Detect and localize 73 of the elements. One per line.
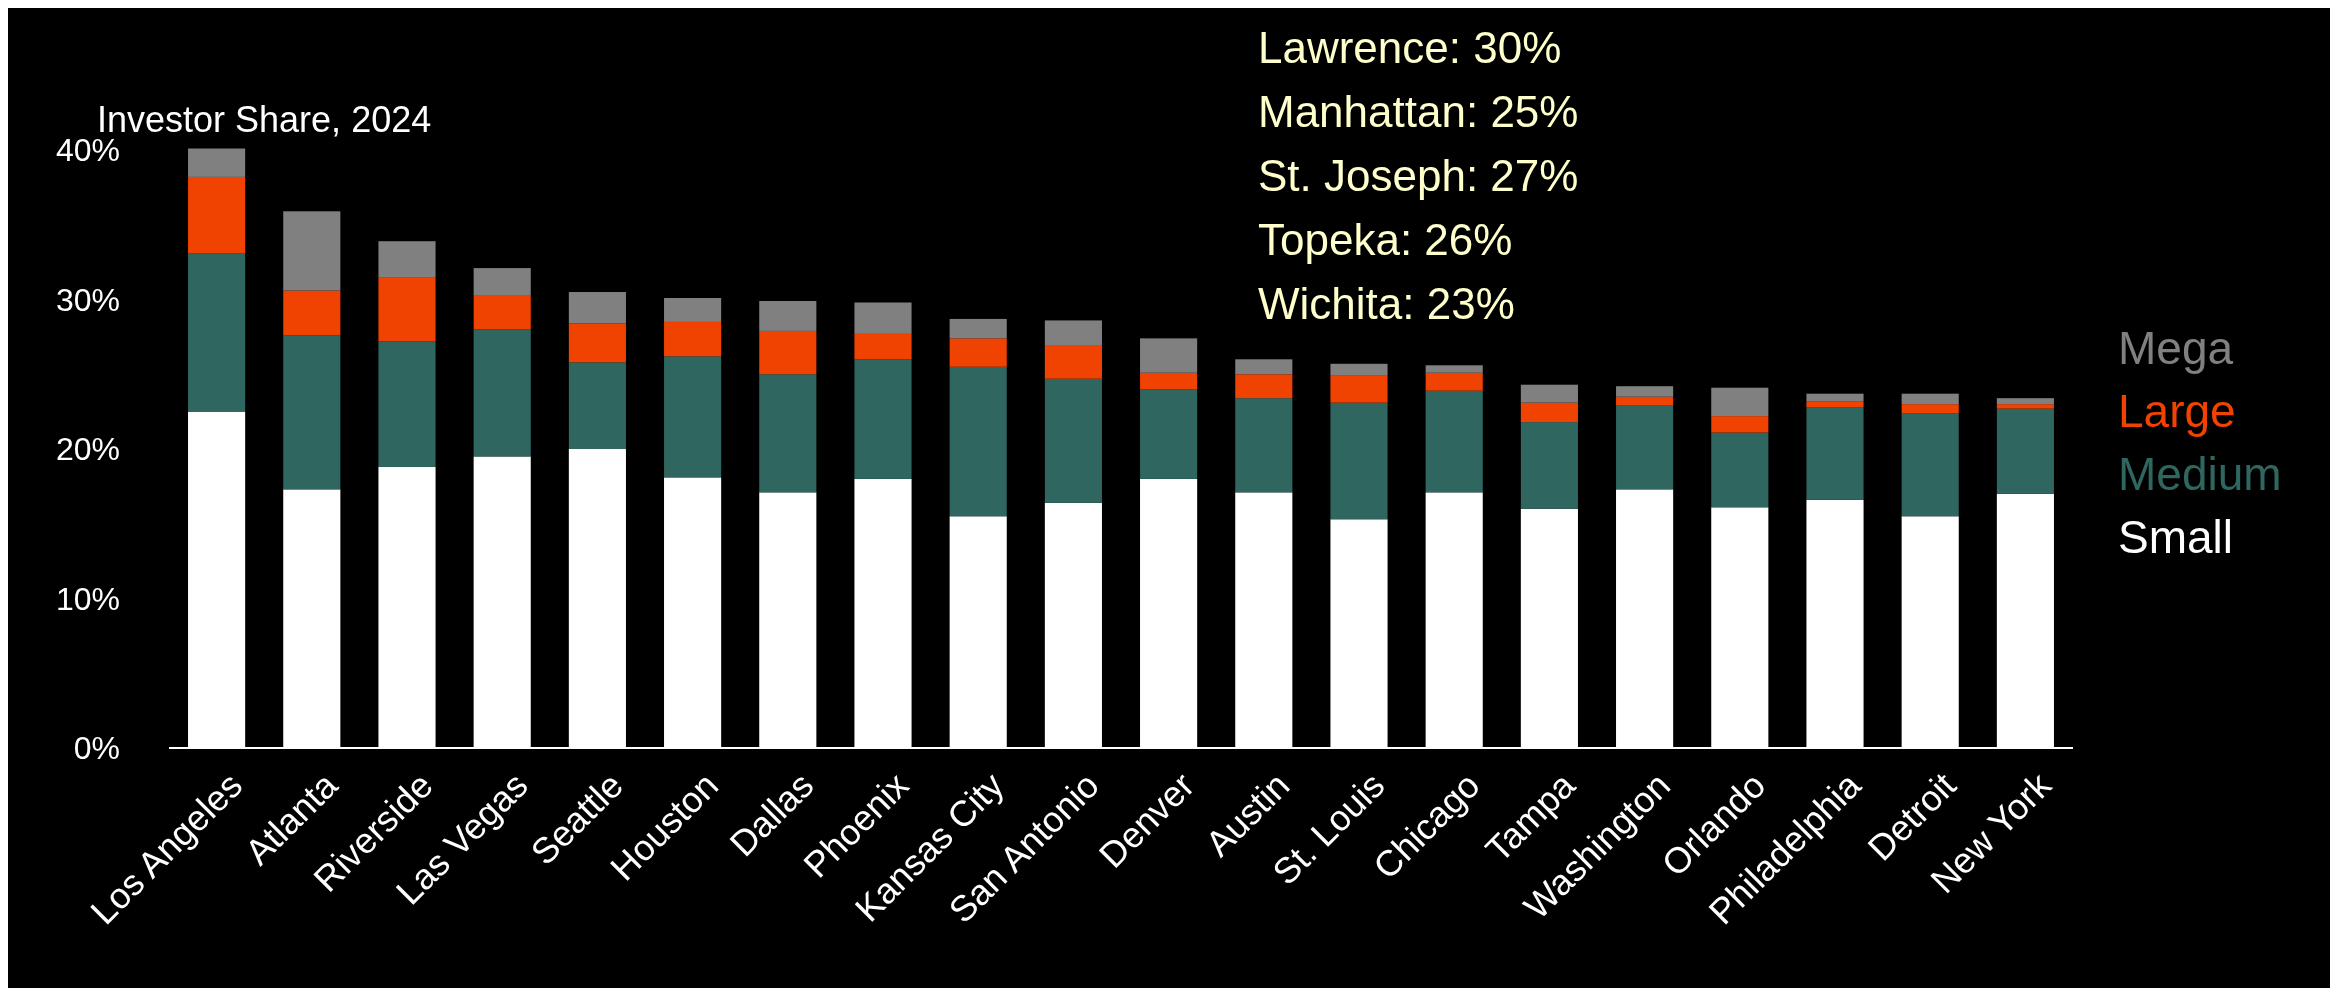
bar	[473, 329, 531, 457]
bar	[664, 321, 722, 357]
bar	[473, 295, 531, 330]
bar	[1996, 398, 2054, 405]
series-label: Small	[2118, 511, 2234, 564]
bar	[1806, 393, 1864, 402]
bar	[1425, 372, 1483, 391]
bar	[1806, 401, 1864, 408]
bar	[949, 338, 1007, 367]
bar	[1901, 413, 1959, 517]
bar	[1425, 390, 1483, 493]
bar	[188, 176, 246, 254]
bar	[759, 301, 817, 331]
bar	[568, 362, 626, 449]
series-label: Mega	[2118, 322, 2234, 375]
bar	[283, 211, 341, 291]
y-tick-label: 10%	[55, 580, 120, 617]
bar	[1901, 393, 1959, 405]
bar	[1140, 338, 1198, 373]
bar	[1616, 386, 1674, 397]
y-tick-label: 20%	[55, 431, 120, 468]
bar	[378, 277, 436, 342]
text: Lawrence: 30%	[1258, 23, 1562, 73]
bar	[568, 292, 626, 324]
text: Manhattan: 25%	[1258, 87, 1579, 137]
bar	[188, 253, 246, 412]
bar	[1996, 408, 2054, 494]
bar	[1330, 402, 1388, 520]
bar	[759, 330, 817, 375]
annotation: St. Joseph: 27%	[1258, 151, 1579, 201]
annotation: Wichita: 23%	[1258, 279, 1515, 329]
y-tick-label: 0%	[73, 730, 120, 767]
bar	[1044, 345, 1102, 379]
bar	[1901, 404, 1959, 414]
bar	[378, 341, 436, 467]
bar	[188, 148, 246, 177]
bar	[1140, 372, 1198, 390]
bar	[1140, 389, 1198, 479]
bar	[1616, 405, 1674, 490]
annotation: Topeka: 26%	[1258, 215, 1513, 265]
bar	[1806, 407, 1864, 500]
bar	[473, 268, 531, 296]
bar	[1044, 320, 1102, 346]
bar	[949, 366, 1007, 517]
bar	[283, 335, 341, 490]
series-label: Medium	[2118, 448, 2282, 501]
bar	[1520, 384, 1578, 403]
bar	[1044, 378, 1102, 503]
bar	[854, 302, 912, 334]
bar	[854, 333, 912, 360]
bar	[1520, 402, 1578, 423]
bar	[378, 241, 436, 278]
bar	[1235, 374, 1293, 399]
bar	[1616, 396, 1674, 406]
series-label: Large	[2118, 385, 2236, 438]
bar	[1711, 432, 1769, 508]
bar	[1996, 404, 2054, 409]
bar	[664, 298, 722, 322]
bar	[1425, 365, 1483, 373]
bar	[664, 356, 722, 478]
bar	[1235, 398, 1293, 493]
bar	[1330, 363, 1388, 376]
y-tick-label: 30%	[55, 281, 120, 318]
bar	[949, 318, 1007, 339]
bar	[283, 290, 341, 336]
bar	[1711, 387, 1769, 417]
bar	[1711, 416, 1769, 433]
bar	[1330, 375, 1388, 403]
bar	[854, 359, 912, 479]
bar	[759, 374, 817, 493]
bar	[568, 323, 626, 363]
bar	[1520, 422, 1578, 509]
bar	[1235, 359, 1293, 375]
